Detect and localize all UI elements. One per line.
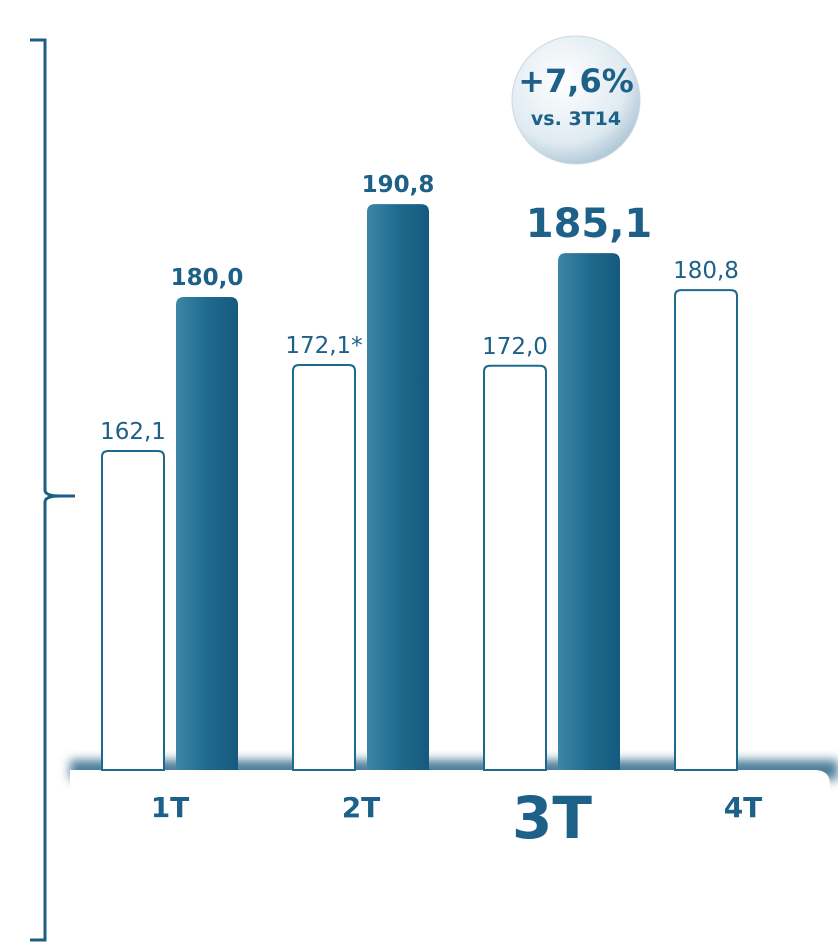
bar — [674, 289, 738, 771]
value-label: 180,0 — [171, 265, 244, 291]
value-label: 185,1 — [526, 201, 653, 247]
value-label: 190,8 — [362, 172, 435, 198]
x-tick-label: 2T — [342, 791, 381, 824]
bar — [367, 204, 429, 770]
bubble — [511, 35, 641, 165]
bar — [292, 363, 356, 771]
value-label: 172,0 — [482, 334, 548, 360]
annotation: +7,6% — [518, 62, 634, 100]
value-label: 172,1* — [285, 333, 362, 359]
bracket — [30, 38, 75, 942]
bar — [483, 364, 547, 771]
x-tick-label: 3T — [512, 784, 592, 852]
x-tick-label: 4T — [724, 791, 763, 824]
bar — [558, 253, 620, 770]
platform — [70, 770, 830, 945]
value-label: 162,1 — [100, 419, 166, 445]
value-label: 180,8 — [673, 258, 739, 284]
annotation: vs. 3T14 — [531, 108, 621, 130]
bar — [176, 297, 238, 770]
bar — [101, 449, 165, 771]
x-tick-label: 1T — [151, 791, 190, 824]
